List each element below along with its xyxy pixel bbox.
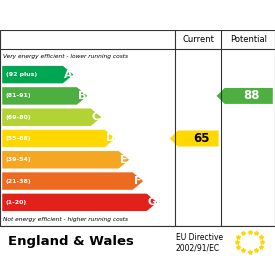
Polygon shape bbox=[2, 66, 73, 83]
Text: (1-20): (1-20) bbox=[6, 200, 27, 205]
Text: Not energy efficient - higher running costs: Not energy efficient - higher running co… bbox=[3, 217, 128, 222]
Text: (55-68): (55-68) bbox=[6, 136, 31, 141]
Text: 88: 88 bbox=[243, 90, 260, 102]
Text: (69-80): (69-80) bbox=[6, 115, 31, 120]
Text: Very energy efficient - lower running costs: Very energy efficient - lower running co… bbox=[3, 54, 128, 59]
Polygon shape bbox=[2, 108, 101, 126]
Text: C: C bbox=[92, 112, 100, 122]
Text: D: D bbox=[106, 133, 115, 143]
Text: (39-54): (39-54) bbox=[6, 157, 31, 162]
Polygon shape bbox=[2, 172, 143, 190]
Text: 65: 65 bbox=[193, 132, 209, 145]
Text: England & Wales: England & Wales bbox=[8, 235, 134, 248]
Text: (81-91): (81-91) bbox=[6, 93, 31, 98]
Polygon shape bbox=[170, 131, 219, 147]
Text: Energy Efficiency Rating: Energy Efficiency Rating bbox=[8, 7, 210, 22]
Polygon shape bbox=[2, 87, 87, 105]
Text: Potential: Potential bbox=[230, 35, 267, 44]
Polygon shape bbox=[2, 194, 157, 211]
Text: 2002/91/EC: 2002/91/EC bbox=[176, 243, 220, 252]
Text: EU Directive: EU Directive bbox=[176, 232, 223, 241]
Polygon shape bbox=[2, 130, 115, 147]
Text: G: G bbox=[148, 197, 157, 207]
Text: E: E bbox=[120, 155, 128, 165]
Text: F: F bbox=[134, 176, 141, 186]
Text: Current: Current bbox=[182, 35, 214, 44]
Polygon shape bbox=[216, 88, 273, 104]
Text: (92 plus): (92 plus) bbox=[6, 72, 37, 77]
Text: A: A bbox=[64, 70, 73, 80]
Text: B: B bbox=[78, 91, 86, 101]
Text: (21-38): (21-38) bbox=[6, 179, 31, 184]
Polygon shape bbox=[2, 151, 129, 168]
